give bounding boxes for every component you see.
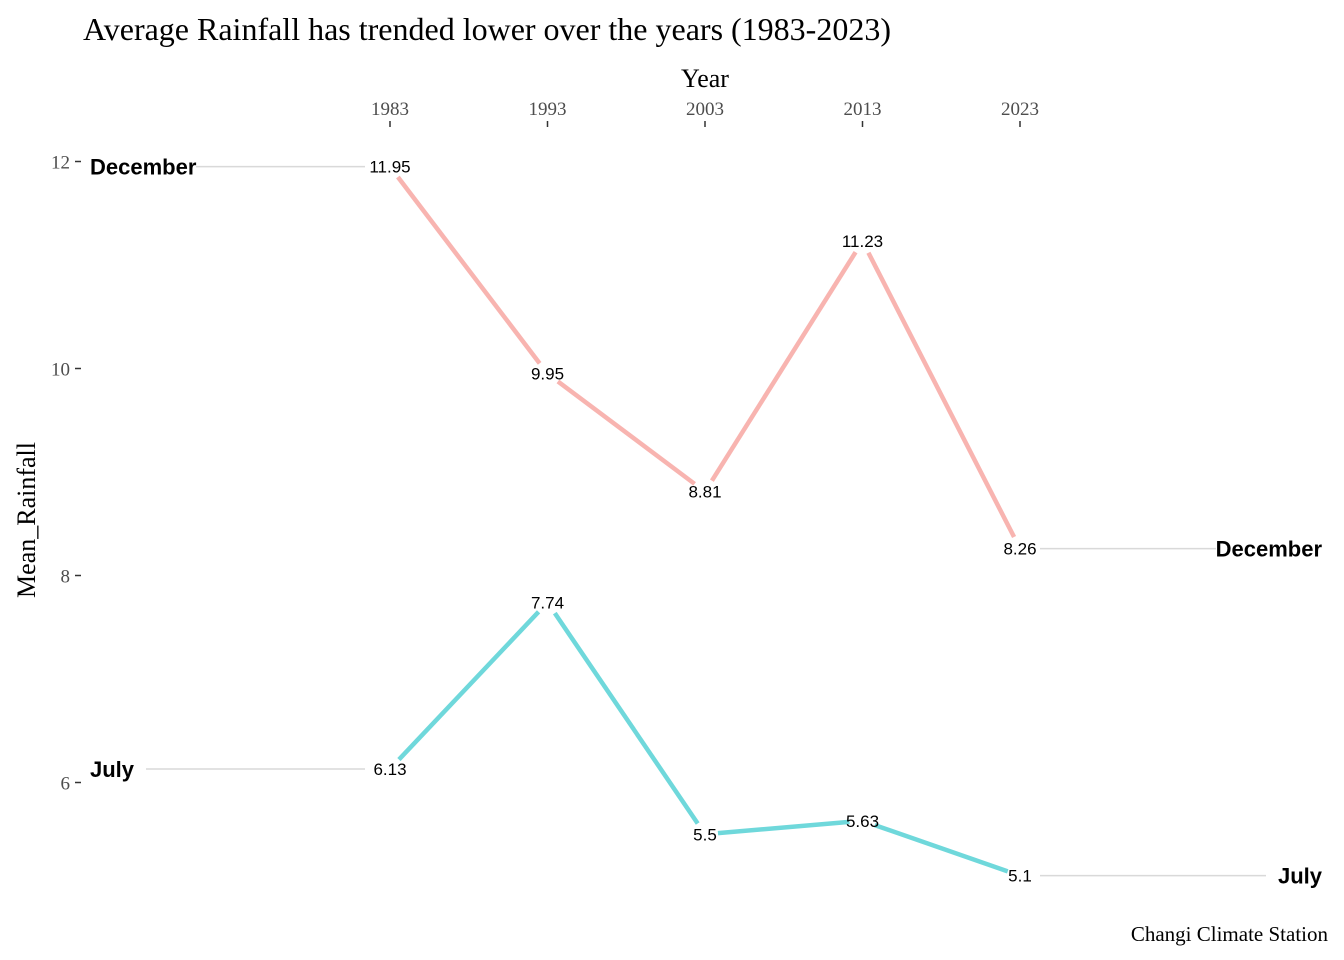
- series-line-segment-december: [396, 175, 542, 365]
- y-tick-label: 12: [51, 153, 70, 174]
- series-line-segment-july: [397, 610, 541, 762]
- series-line-segment-december: [710, 251, 858, 482]
- series-line-segment-july: [874, 822, 1009, 874]
- x-tick-label: 2003: [686, 99, 724, 120]
- data-labels: 11.95 9.95 8.81 11.23 8.26 6.13 7.74 5.5 5.63 5.1: [369, 158, 1036, 886]
- data-label: 5.5: [693, 825, 717, 844]
- series-label-left: December: [90, 155, 197, 180]
- chart-caption: Changi Climate Station: [1131, 922, 1329, 946]
- y-tick-label: 8: [61, 567, 71, 588]
- data-label: 7.74: [531, 593, 564, 612]
- y-tick-label: 10: [51, 360, 70, 381]
- series-line-segment-july: [717, 819, 850, 836]
- series-labels: December December July July: [90, 155, 1323, 889]
- x-tick-label: 1983: [371, 99, 409, 120]
- data-label: 9.95: [531, 365, 564, 384]
- series-line-segment-july: [552, 611, 700, 825]
- series-label-left: July: [90, 757, 135, 782]
- data-label: 8.26: [1003, 540, 1036, 559]
- chart-title: Average Rainfall has trended lower over …: [83, 11, 891, 47]
- data-label: 5.1: [1008, 867, 1032, 886]
- y-axis-title: Mean_Rainfall: [12, 442, 41, 598]
- x-axis-title: Year: [681, 64, 729, 93]
- y-tick-label: 6: [61, 774, 71, 795]
- x-tick-label: 2023: [1001, 99, 1039, 120]
- series-lines: [396, 175, 1017, 874]
- series-line-segment-december: [556, 379, 696, 486]
- x-tick-label: 2013: [844, 99, 882, 120]
- connector-lines: [146, 165, 1266, 877]
- x-axis: 1983 1993 2003 2013 2023: [371, 99, 1039, 127]
- y-axis: 6 8 10 12: [51, 153, 81, 795]
- x-tick-label: 1993: [529, 99, 567, 120]
- series-label-right: July: [1278, 864, 1323, 889]
- data-label: 5.63: [846, 812, 879, 831]
- data-label: 11.95: [369, 158, 410, 177]
- series-line-segment-december: [866, 251, 1017, 539]
- data-label: 6.13: [373, 760, 406, 779]
- series-label-right: December: [1216, 537, 1323, 562]
- data-label: 11.23: [842, 232, 883, 251]
- data-label: 8.81: [688, 483, 721, 502]
